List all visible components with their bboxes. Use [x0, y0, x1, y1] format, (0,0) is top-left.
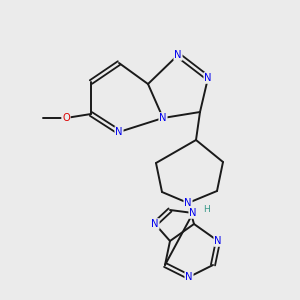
Text: N: N: [151, 219, 159, 229]
Text: N: N: [115, 127, 123, 137]
Text: H: H: [203, 205, 210, 214]
Text: N: N: [159, 113, 167, 123]
Text: N: N: [184, 198, 192, 208]
Text: O: O: [62, 113, 70, 123]
Text: N: N: [174, 50, 182, 60]
Text: N: N: [189, 208, 197, 218]
Text: N: N: [185, 272, 193, 282]
Text: N: N: [214, 236, 222, 246]
Text: N: N: [204, 73, 212, 83]
